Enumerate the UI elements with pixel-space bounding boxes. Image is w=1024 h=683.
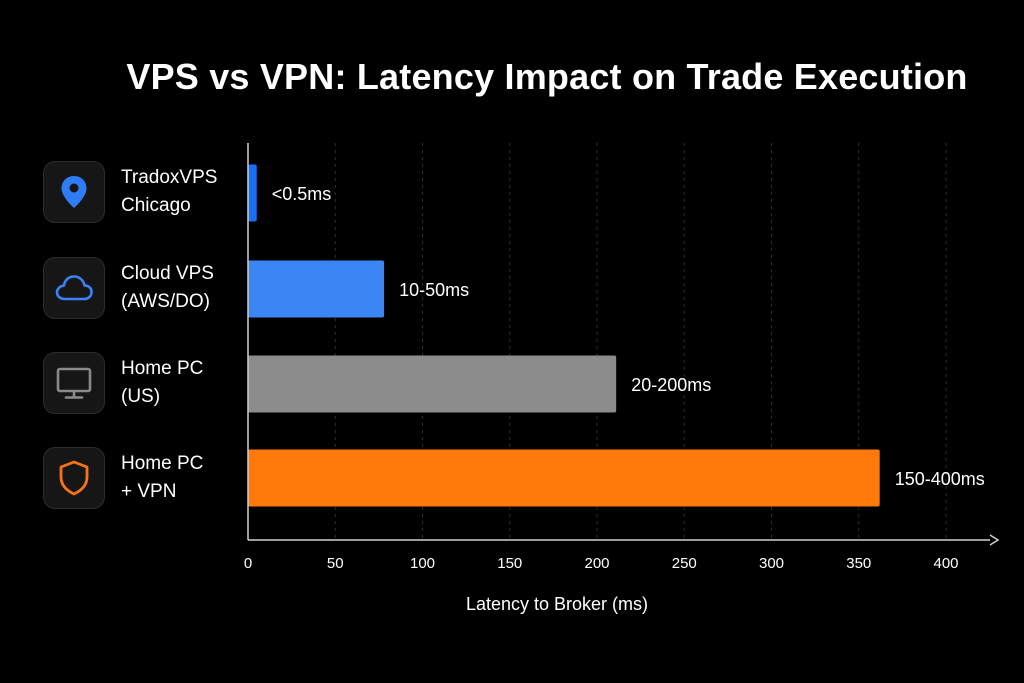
x-axis-arrow-icon	[989, 534, 1000, 546]
category-label: Home PC + VPN	[121, 453, 204, 502]
category-label: TradoxVPS Chicago	[121, 167, 218, 216]
x-tick-label: 50	[327, 555, 344, 572]
category-row-tradoxvps: TradoxVPS Chicago	[43, 159, 241, 225]
category-row-cloud-vps: Cloud VPS (AWS/DO)	[43, 255, 241, 321]
category-label: Cloud VPS (AWS/DO)	[121, 263, 214, 312]
location-pin-icon	[43, 161, 105, 223]
data-label: 10-50ms	[399, 280, 469, 300]
x-tick-label: 350	[846, 555, 871, 572]
x-tick-label: 250	[672, 555, 697, 572]
x-axis-title: Latency to Broker (ms)	[465, 594, 649, 614]
chart-title: VPS vs VPN: Latency Impact on Trade Exec…	[126, 56, 968, 97]
bar	[248, 449, 880, 507]
bar	[248, 164, 257, 222]
x-tick-label: 300	[759, 555, 784, 572]
x-tick-label: 0	[244, 555, 252, 572]
x-tick-label: 200	[584, 555, 609, 572]
category-row-home-pc: Home PC (US)	[43, 350, 241, 416]
data-label: 20-200ms	[631, 375, 711, 395]
monitor-icon	[43, 352, 105, 414]
x-tick-label: 400	[933, 555, 958, 572]
category-row-home-pc-vpn: Home PC + VPN	[43, 445, 241, 511]
category-label: Home PC (US)	[121, 358, 204, 407]
bar	[248, 355, 617, 413]
bar	[248, 260, 385, 318]
data-label: 150-400ms	[895, 469, 985, 489]
data-label: <0.5ms	[272, 184, 332, 204]
shield-icon	[43, 447, 105, 509]
x-tick-label: 100	[410, 555, 435, 572]
x-tick-label: 150	[497, 555, 522, 572]
cloud-icon	[43, 257, 105, 319]
